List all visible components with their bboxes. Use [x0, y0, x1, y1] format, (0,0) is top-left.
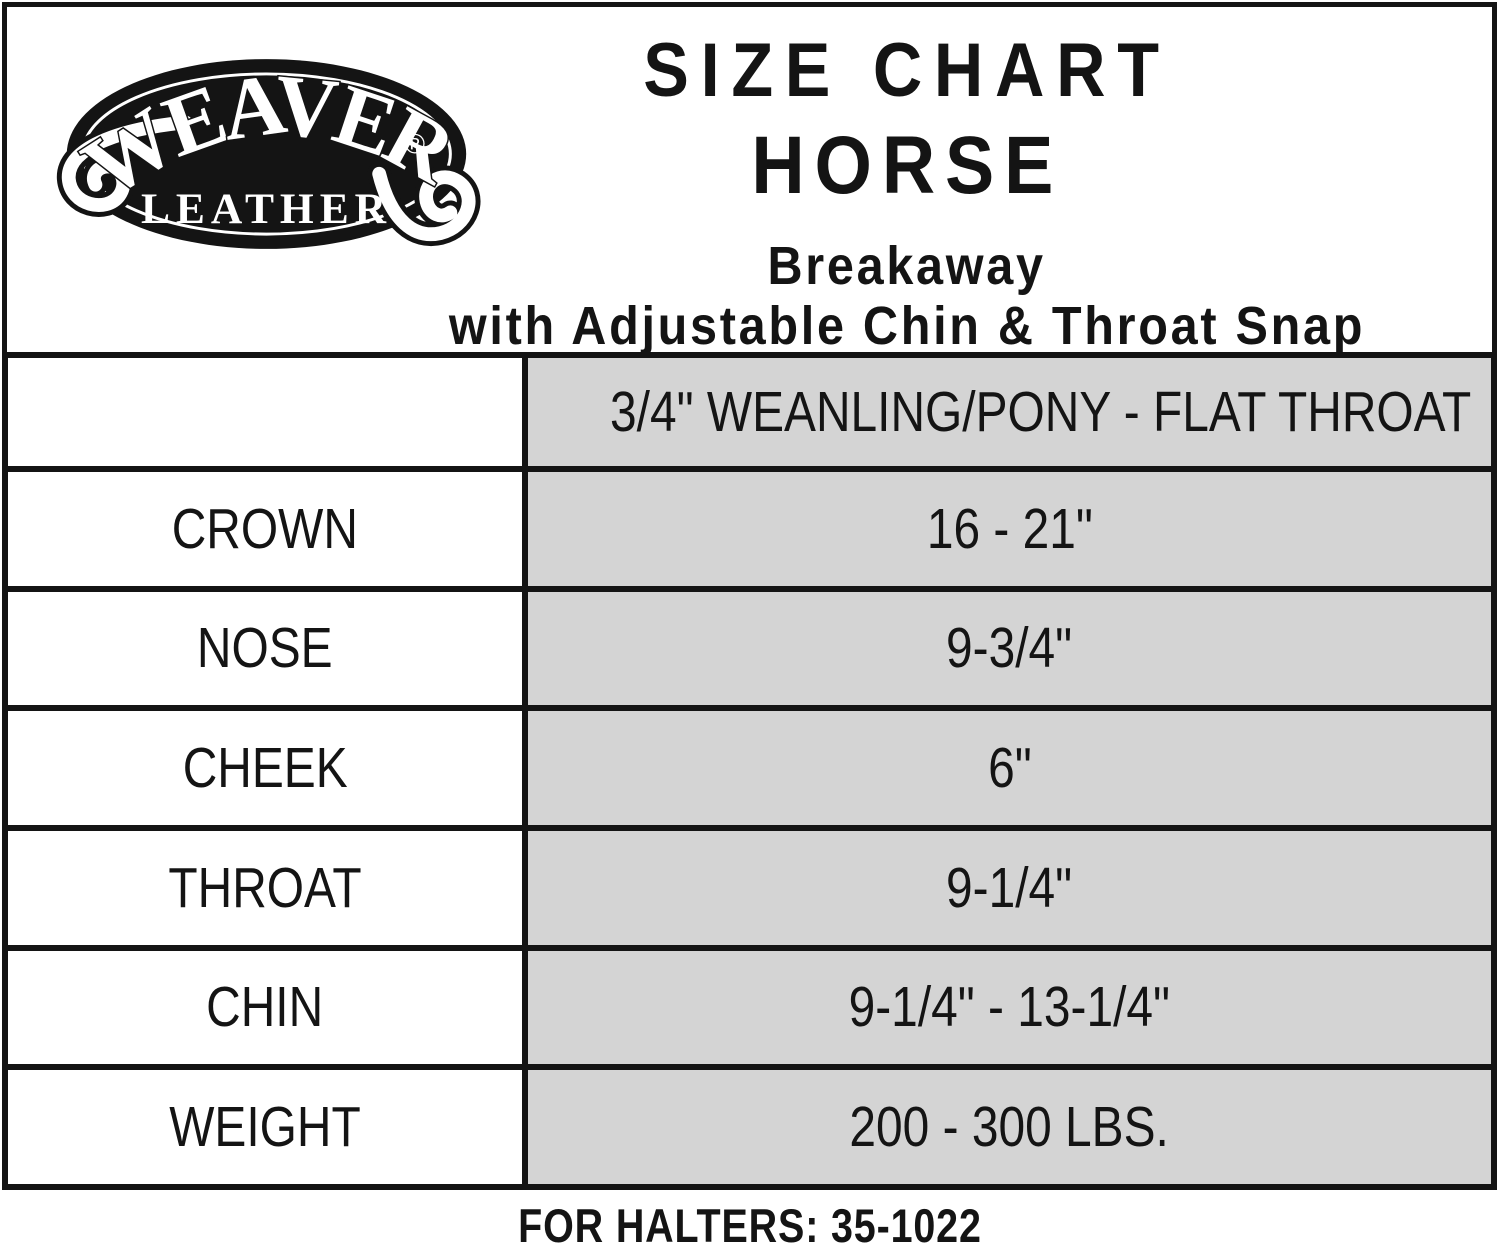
table-row: THROAT 9-1/4" [2, 824, 1497, 951]
logo-word-bottom: LEATHER [141, 185, 392, 233]
row-value: 9-3/4" [522, 585, 1497, 712]
row-label: WEIGHT [2, 1064, 528, 1190]
table-row: CHIN 9-1/4" - 13-1/4" [2, 944, 1497, 1071]
row-value: 6" [522, 705, 1497, 831]
row-label: THROAT [2, 824, 528, 951]
page-title: SIZE CHART [643, 28, 1171, 113]
header-section: WEAVER LEATHER ® SIZE CHART HORSE Breaka… [2, 2, 1497, 357]
size-table: 3/4" WEANLING/PONY - FLAT THROAT CROWN 1… [2, 352, 1497, 1190]
product-style-line: Breakaway [767, 236, 1047, 296]
table-row: NOSE 9-3/4" [2, 585, 1497, 712]
table-row: CHEEK 6" [2, 705, 1497, 831]
row-value: 9-1/4" [522, 824, 1497, 951]
weaver-leather-logo: WEAVER LEATHER ® [56, 53, 481, 249]
logo-oval [66, 59, 467, 249]
product-detail-line: with Adjustable Chin & Throat Snap [448, 296, 1366, 356]
logo-left-swirl-icon [56, 110, 198, 217]
table-header-row: 3/4" WEANLING/PONY - FLAT THROAT [2, 352, 1497, 472]
row-label: CROWN [2, 466, 528, 592]
halter-sku-line: FOR HALTERS: 35-1022 [518, 1199, 982, 1252]
row-label: CHIN [2, 944, 528, 1071]
row-value: 200 - 300 LBS. [522, 1064, 1497, 1190]
table-row: CROWN 16 - 21" [2, 466, 1497, 592]
size-column-header: 3/4" WEANLING/PONY - FLAT THROAT [522, 352, 1497, 472]
page-subtitle: HORSE [751, 120, 1063, 211]
title-block: SIZE CHART HORSE Breakaway with Adjustab… [317, 28, 1497, 356]
logo-right-loop-icon [367, 161, 481, 246]
registered-trademark-icon: ® [405, 129, 425, 160]
row-value: 9-1/4" - 13-1/4" [522, 944, 1497, 1071]
corner-cell [2, 352, 528, 472]
row-label: NOSE [2, 585, 528, 712]
row-label: CHEEK [2, 705, 528, 831]
row-value: 16 - 21" [522, 466, 1497, 592]
table-row: WEIGHT 200 - 300 LBS. [2, 1064, 1497, 1190]
